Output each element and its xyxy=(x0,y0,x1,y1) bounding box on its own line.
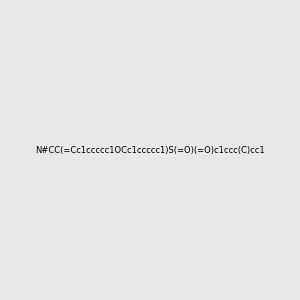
Text: N#CC(=Cc1ccccc1OCc1ccccc1)S(=O)(=O)c1ccc(C)cc1: N#CC(=Cc1ccccc1OCc1ccccc1)S(=O)(=O)c1ccc… xyxy=(35,146,265,154)
